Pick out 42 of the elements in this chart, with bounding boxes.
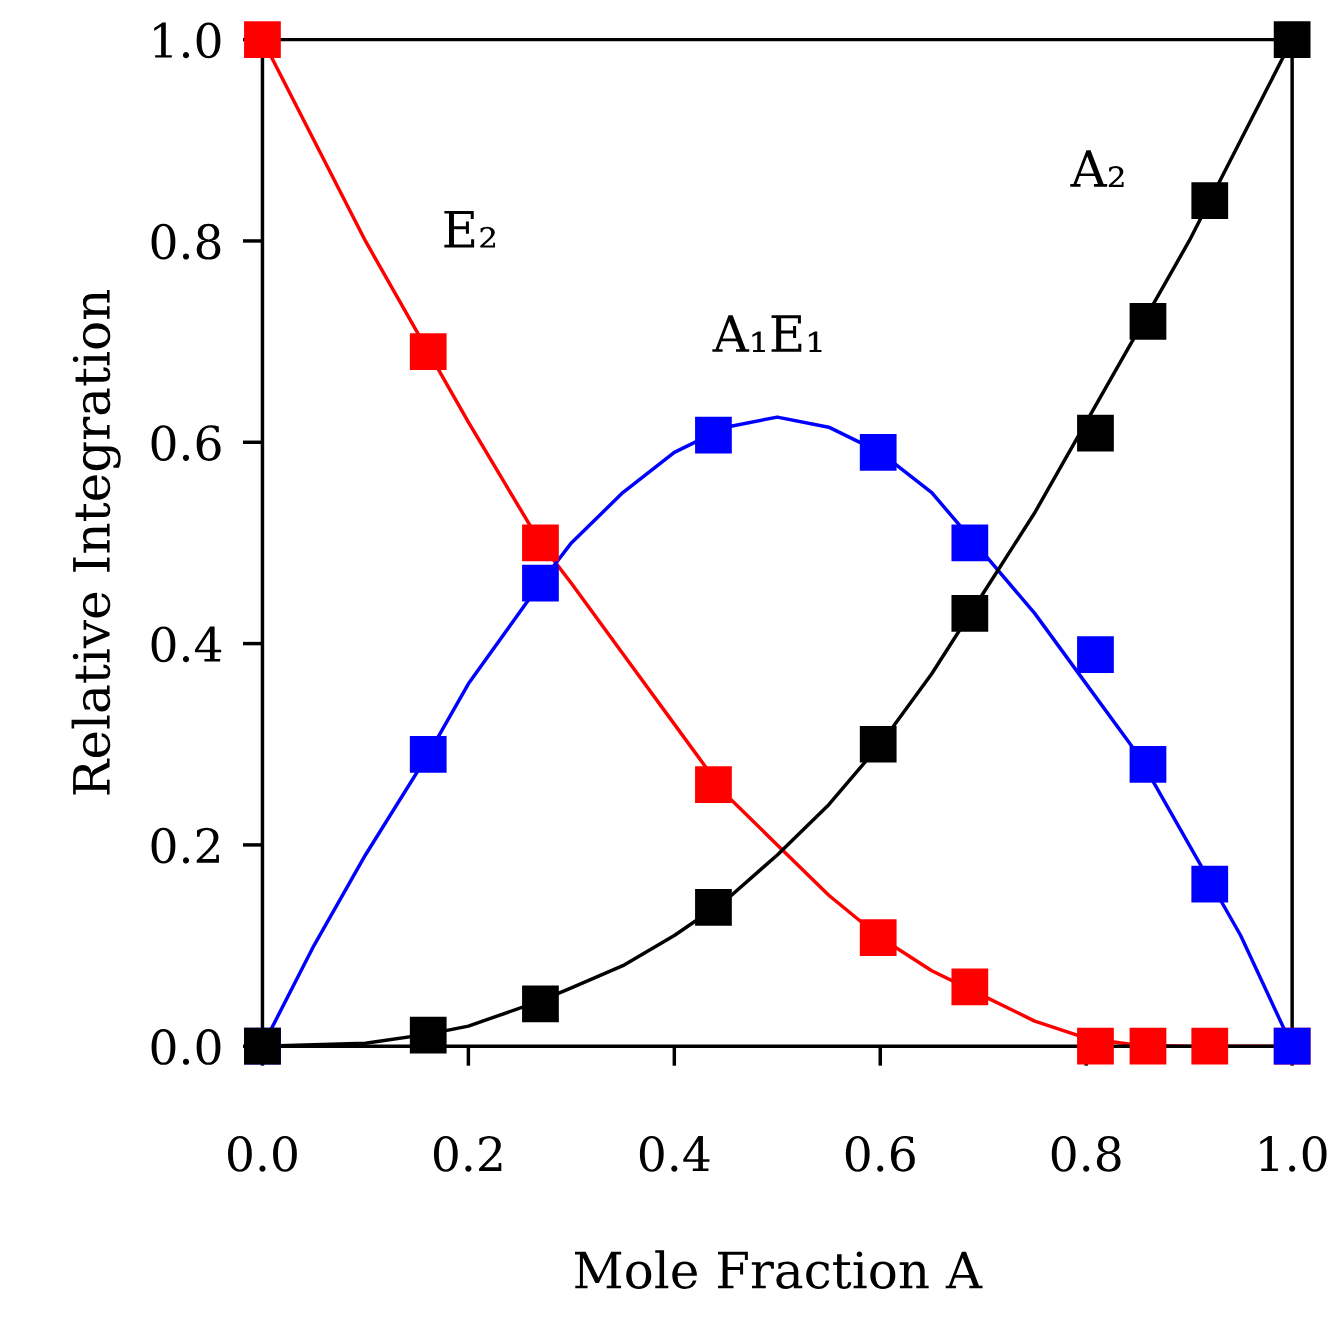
y-tick-label: 1.0 bbox=[154, 22, 221, 59]
point bbox=[1129, 746, 1167, 783]
series-label: A₁E₁ bbox=[712, 315, 822, 352]
point bbox=[859, 725, 897, 763]
point bbox=[1129, 1027, 1167, 1065]
point bbox=[951, 595, 989, 632]
y-tick-label: 0.8 bbox=[151, 223, 221, 260]
y-tick-label: 0.6 bbox=[151, 425, 221, 461]
series-label: E₂ bbox=[444, 210, 496, 248]
x-axis-title: Mole Fraction A bbox=[575, 1250, 983, 1289]
point bbox=[859, 919, 897, 956]
point bbox=[1129, 303, 1167, 340]
point bbox=[695, 888, 732, 926]
y-tick-label: 0.4 bbox=[151, 626, 222, 663]
point bbox=[1191, 182, 1229, 220]
point bbox=[522, 524, 559, 562]
x-tick-label: 0.4 bbox=[639, 1135, 710, 1172]
x-tick-label: 1.0 bbox=[1260, 1135, 1327, 1172]
point bbox=[522, 985, 559, 1023]
point bbox=[1191, 1027, 1229, 1065]
point bbox=[409, 735, 447, 773]
point bbox=[409, 333, 447, 371]
y-axis-title: Relative Integration bbox=[71, 290, 121, 795]
point bbox=[522, 564, 559, 602]
point bbox=[1077, 1027, 1114, 1065]
x-tick-label: 0.8 bbox=[1051, 1135, 1121, 1172]
series-label: A₂ bbox=[1070, 150, 1124, 187]
point bbox=[1077, 636, 1114, 674]
point bbox=[1077, 414, 1114, 452]
point bbox=[1273, 21, 1311, 58]
x-tick-label: 0.0 bbox=[228, 1135, 297, 1172]
point bbox=[951, 524, 989, 562]
point bbox=[1191, 865, 1229, 903]
point bbox=[695, 766, 732, 803]
point bbox=[695, 416, 732, 454]
x-tick-label: 0.6 bbox=[845, 1135, 915, 1172]
y-tick-label: 0.2 bbox=[151, 827, 219, 864]
point bbox=[951, 968, 989, 1006]
point bbox=[859, 433, 897, 471]
y-tick-label: 0.0 bbox=[151, 1029, 221, 1065]
point bbox=[409, 1016, 447, 1054]
x-tick-label: 0.2 bbox=[433, 1135, 502, 1172]
